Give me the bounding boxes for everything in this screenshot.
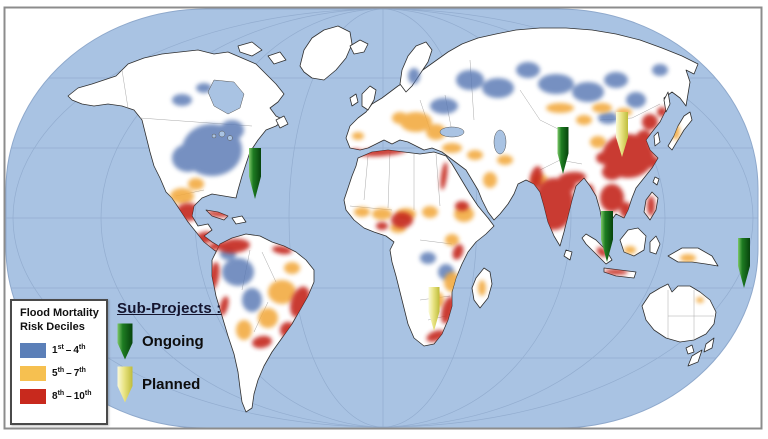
legend-item-decile-high: 8th –10th bbox=[20, 388, 102, 404]
ongoing-label: Ongoing bbox=[142, 333, 204, 350]
landmass-new-zealand bbox=[687, 349, 703, 367]
landmass-sri-lanka bbox=[563, 249, 573, 261]
landmass-caribbean bbox=[231, 215, 247, 225]
project-marker-ongoing bbox=[557, 127, 569, 174]
hudson-bay bbox=[207, 79, 245, 115]
map-frame bbox=[3, 6, 763, 430]
project-marker-ongoing bbox=[249, 148, 261, 199]
caspian-sea bbox=[493, 129, 507, 155]
landmass-ireland bbox=[349, 93, 359, 107]
decile-high-swatch bbox=[20, 388, 46, 404]
great-lakes bbox=[211, 133, 217, 139]
planned-marker-icon bbox=[117, 366, 133, 403]
landmass-british-isles bbox=[361, 85, 377, 111]
landmass-iceland bbox=[349, 39, 369, 55]
sub-projects-title: Sub-Projects : bbox=[117, 300, 222, 317]
sub-project-markers bbox=[249, 112, 750, 331]
decile-low-swatch bbox=[20, 342, 46, 358]
risk-decile-low-layer bbox=[172, 62, 668, 312]
landmass-tasmania bbox=[685, 344, 695, 355]
landmass-taiwan bbox=[652, 176, 660, 186]
decile-mid-swatch bbox=[20, 365, 46, 381]
legend-sub-projects: Sub-Projects : Ongoing Planned bbox=[117, 300, 221, 403]
landmass-sulawesi bbox=[649, 235, 661, 255]
decile-low-label: 1st –4th bbox=[52, 344, 86, 356]
landmass-arctic-islands bbox=[267, 51, 287, 65]
landmass-korea bbox=[653, 131, 661, 147]
landmass-new-zealand bbox=[703, 337, 715, 353]
project-marker-ongoing bbox=[738, 238, 750, 288]
decile-mid-label: 5th –7th bbox=[52, 367, 86, 379]
legend-item-decile-low: 1st –4th bbox=[20, 342, 102, 358]
project-marker-planned bbox=[616, 112, 628, 157]
legend-flood-mortality: Flood Mortality Risk Deciles 1st –4th 5th… bbox=[10, 299, 108, 425]
legend-item-planned: Planned bbox=[117, 366, 221, 403]
project-marker-planned bbox=[428, 287, 440, 331]
legend-item-ongoing: Ongoing bbox=[117, 323, 221, 360]
landmass-sakhalin bbox=[663, 91, 671, 113]
landmass-scandinavia bbox=[399, 41, 433, 93]
legend-title: Flood Mortality Risk Deciles bbox=[20, 307, 99, 333]
great-lakes bbox=[218, 130, 226, 138]
decile-high-label: 8th –10th bbox=[52, 390, 92, 402]
great-lakes bbox=[227, 135, 233, 141]
legend-item-decile-mid: 5th –7th bbox=[20, 365, 102, 381]
planned-label: Planned bbox=[142, 376, 201, 393]
landmass-arctic-islands bbox=[237, 41, 263, 57]
black-sea bbox=[439, 126, 465, 138]
project-marker-ongoing bbox=[601, 211, 613, 262]
landmass-greenland bbox=[299, 25, 353, 81]
inland-water bbox=[207, 79, 507, 155]
ongoing-marker-icon bbox=[117, 323, 133, 360]
landmass-newfoundland bbox=[275, 115, 289, 129]
